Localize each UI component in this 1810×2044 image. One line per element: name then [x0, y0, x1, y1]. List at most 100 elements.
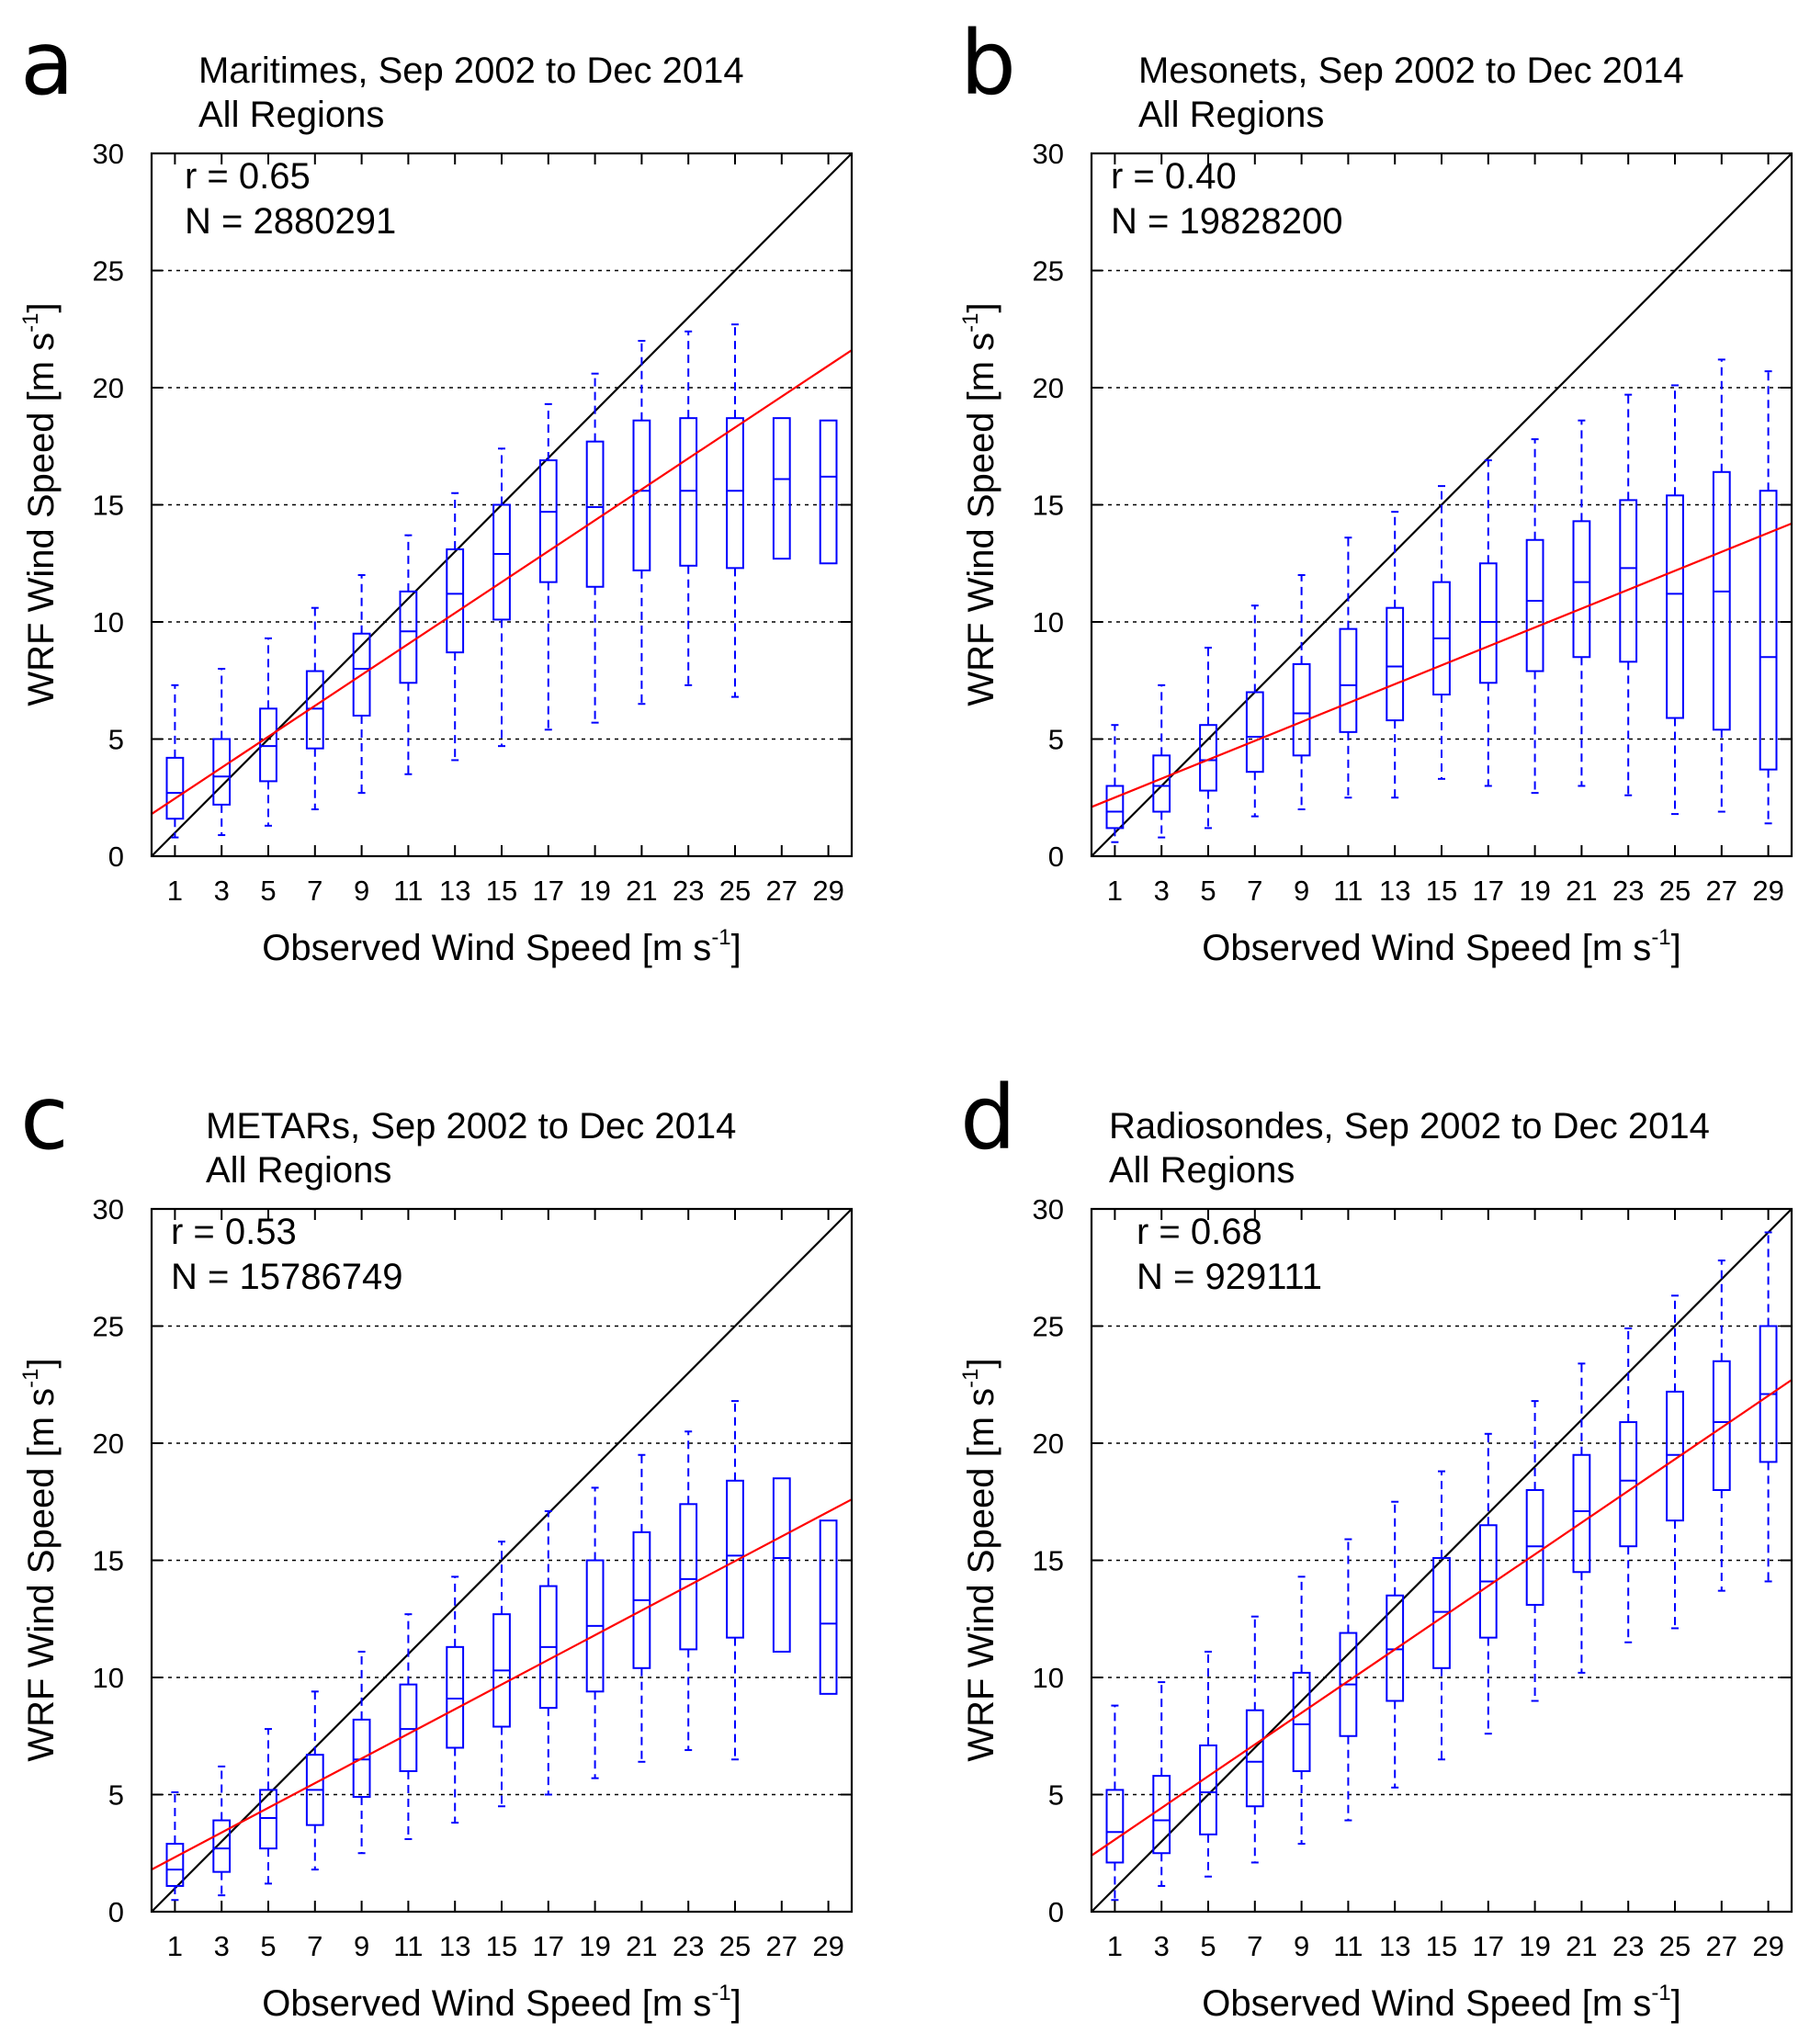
x-tick-label: 27	[766, 1930, 798, 1962]
chart-subtitle: All Regions	[1138, 95, 1324, 135]
box-iqr	[399, 590, 418, 684]
panel-d: d Radiosondes, Sep 2002 to Dec 2014 All …	[958, 1067, 1793, 2024]
x-axis-label: Observed Wind Speed [m s-1]	[1202, 925, 1681, 968]
box-3	[212, 1765, 232, 1897]
one-to-one-line	[1091, 1208, 1793, 1913]
x-tick-label: 1	[1107, 1930, 1123, 1962]
box-1	[1105, 724, 1125, 843]
box-iqr	[819, 419, 838, 565]
box-iqr	[399, 1683, 418, 1773]
x-tick-label: 7	[1247, 875, 1262, 907]
box-9	[352, 574, 371, 795]
chart-subtitle: All Regions	[198, 95, 384, 135]
y-tick-label: 30	[1033, 1193, 1064, 1225]
box-iqr	[726, 1479, 744, 1639]
x-tick-label: 11	[393, 1930, 423, 1962]
box-27	[1712, 1259, 1731, 1592]
y-tick-label: 10	[93, 1662, 124, 1694]
x-tick-label: 17	[533, 1930, 564, 1962]
x-tick-label: 29	[1752, 875, 1783, 907]
y-tick-label: 25	[93, 1311, 124, 1343]
y-tick-label: 0	[108, 1896, 124, 1928]
y-axis-label: WRF Wind Speed [m s-1]	[958, 1358, 1001, 1761]
box-5	[259, 637, 277, 827]
box-iqr	[1525, 1489, 1544, 1606]
box-iqr	[1105, 1789, 1125, 1864]
box-1	[165, 1790, 185, 1902]
x-tick-label: 29	[812, 875, 843, 907]
one-to-one-line	[151, 1208, 853, 1913]
correlation-label: r = 0.53	[171, 1212, 297, 1252]
correlation-label: r = 0.65	[185, 156, 311, 197]
box-23	[679, 330, 698, 686]
chart-title: Radiosondes, Sep 2002 to Dec 2014	[1109, 1106, 1710, 1146]
fit-line	[1091, 522, 1793, 808]
box-9	[352, 1650, 371, 1855]
count-label: N = 929111	[1137, 1257, 1322, 1297]
box-iqr	[165, 1843, 185, 1887]
y-axis-label: WRF Wind Speed [m s-1]	[18, 1358, 62, 1761]
x-tick-label: 21	[626, 875, 657, 907]
box-iqr	[1619, 1421, 1638, 1548]
box-iqr	[1478, 562, 1498, 684]
box-iqr	[632, 419, 651, 571]
correlation-label: r = 0.40	[1111, 156, 1237, 197]
x-tick-label: 15	[486, 1930, 517, 1962]
box-7	[305, 1690, 324, 1871]
box-iqr	[1245, 691, 1264, 774]
box-25	[1666, 384, 1684, 816]
box-23	[1619, 393, 1638, 796]
y-tick-label: 15	[93, 490, 124, 522]
y-tick-label: 15	[1033, 490, 1064, 522]
x-tick-label: 11	[393, 875, 423, 907]
box-iqr	[1152, 754, 1171, 813]
x-tick-label: 25	[719, 1930, 751, 1962]
box-iqr	[1386, 606, 1405, 722]
x-tick-label: 27	[766, 875, 798, 907]
box-21	[632, 340, 651, 706]
x-tick-label: 11	[1333, 875, 1363, 907]
x-tick-label: 7	[1247, 1930, 1262, 1962]
y-tick-label: 25	[1033, 255, 1064, 288]
x-tick-label: 21	[626, 1930, 657, 1962]
box-1	[1105, 1704, 1125, 1902]
box-iqr	[1292, 1671, 1311, 1773]
box-iqr	[352, 632, 371, 717]
box-iqr	[679, 417, 698, 567]
box-29	[819, 1519, 838, 1695]
box-iqr	[772, 1477, 791, 1653]
box-23	[1619, 1327, 1638, 1643]
y-tick-label: 10	[1033, 606, 1064, 638]
y-tick-label: 30	[1033, 138, 1064, 170]
x-tick-label: 13	[439, 875, 470, 907]
y-tick-label: 30	[93, 138, 124, 170]
box-iqr	[726, 417, 744, 570]
panel-letter: c	[20, 1067, 69, 1169]
chart-subtitle: All Regions	[1109, 1150, 1295, 1191]
box-17	[538, 402, 558, 731]
x-tick-label: 23	[673, 1930, 704, 1962]
box-iqr	[1292, 662, 1311, 757]
x-tick-label: 5	[260, 875, 276, 907]
box-23	[679, 1430, 698, 1752]
box-19	[585, 1486, 605, 1779]
x-tick-label: 5	[260, 1930, 276, 1962]
x-tick-label: 25	[1659, 875, 1691, 907]
y-tick-label: 15	[1033, 1545, 1064, 1577]
chart-subtitle: All Regions	[206, 1150, 391, 1191]
box-iqr	[1245, 1709, 1264, 1808]
box-13	[1386, 1500, 1405, 1789]
correlation-label: r = 0.68	[1137, 1212, 1262, 1252]
box-iqr	[212, 1819, 232, 1873]
y-axis-label: WRF Wind Speed [m s-1]	[18, 302, 62, 706]
box-21	[632, 1453, 651, 1763]
chart-title: Mesonets, Sep 2002 to Dec 2014	[1138, 51, 1684, 91]
box-iqr	[1712, 1360, 1731, 1491]
box-25	[1666, 1294, 1684, 1630]
box-7	[1245, 1615, 1264, 1864]
box-5	[259, 1728, 277, 1885]
box-21	[1572, 1362, 1591, 1674]
panel-b: b Mesonets, Sep 2002 to Dec 2014 All Reg…	[958, 12, 1793, 968]
box-13	[446, 1575, 465, 1824]
